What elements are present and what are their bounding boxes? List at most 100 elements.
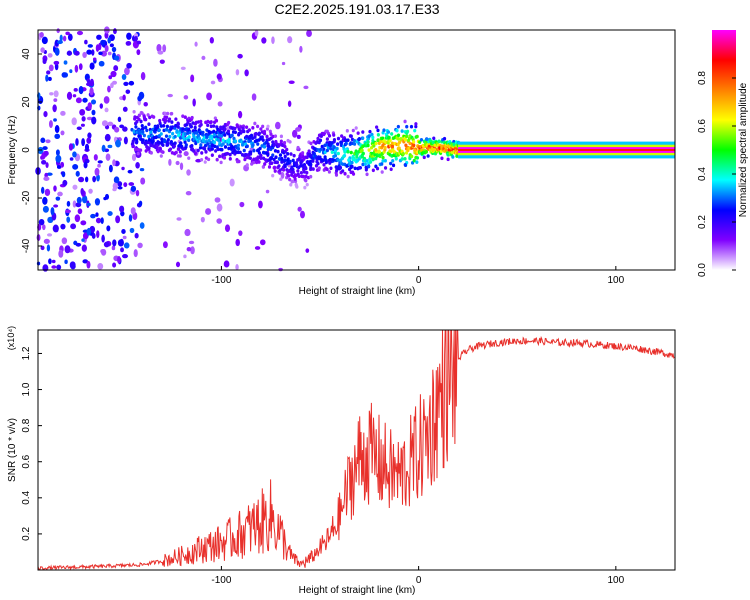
spectrogram-cell <box>100 217 104 224</box>
spectrogram-cell <box>223 133 227 137</box>
spectrogram-cell <box>288 177 292 182</box>
spectrogram-cell <box>90 213 96 219</box>
spectrogram-cell <box>426 154 430 158</box>
spectrogram-cell <box>82 195 88 204</box>
spectrogram-cell <box>86 137 92 144</box>
spectrogram-cell <box>140 177 146 185</box>
spectrogram-cell <box>106 225 111 232</box>
spectrogram-cell <box>51 265 57 269</box>
spectrogram-cell <box>241 126 245 131</box>
spectrogram-cell <box>415 156 420 160</box>
spectrogram-cell <box>175 130 179 134</box>
spectrogram-cell <box>101 144 106 153</box>
spectrogram-cell <box>188 123 192 127</box>
spectrogram-cell <box>193 131 197 135</box>
spectrogram-cell <box>53 90 59 98</box>
spectrogram-cell <box>451 155 455 159</box>
spectrogram-cell <box>91 49 95 56</box>
colorbar-tick-label: 0.8 <box>697 71 708 85</box>
spectrogram-cell <box>212 124 216 128</box>
spectrogram-cell <box>112 262 117 268</box>
spectrogram-cell <box>322 147 326 152</box>
spectrogram-cell <box>53 118 57 122</box>
spectrogram-cell <box>100 39 106 46</box>
spectrogram-cell <box>286 151 290 156</box>
spectrogram-cell <box>320 158 325 163</box>
snr-frame <box>37 329 676 571</box>
spectrogram-cell <box>293 177 297 181</box>
spectrogram-cell <box>160 149 164 154</box>
spectrogram-cell <box>409 124 414 129</box>
x-tick-label: 100 <box>607 575 624 586</box>
spectrogram-cell <box>123 81 129 86</box>
spectrogram-cell <box>163 111 167 116</box>
spectrogram-cell <box>156 124 160 128</box>
spectrogram-cell <box>54 125 60 133</box>
spectrogram-cell <box>394 156 398 161</box>
snr-panel: -100 0 100 0.2 0.4 0.6 0.8 1.0 1.2 Height of st… <box>6 326 676 596</box>
spectrogram-cell <box>279 177 283 182</box>
spectrogram-cell <box>78 63 83 71</box>
spectrogram-cell <box>142 133 146 138</box>
spectrogram-cell <box>113 65 119 72</box>
spectrogram-cell <box>210 136 214 141</box>
spectrogram-cell <box>309 165 313 170</box>
spectrogram-cell <box>278 153 283 157</box>
spectrogram-cell <box>274 121 281 130</box>
spectrogram-cell <box>76 30 84 36</box>
spectrogram-cell <box>295 185 299 189</box>
spectrogram-cell <box>297 157 301 162</box>
spectrogram-cell <box>297 174 301 179</box>
spectrogram-cell <box>403 162 407 167</box>
spectrogram-cell <box>257 131 262 136</box>
spectrogram-cell <box>432 147 436 152</box>
snr-y-ticks: 0.2 0.4 0.6 0.8 1.0 1.2 <box>21 346 42 541</box>
spectrogram-cell <box>387 136 391 140</box>
spectrogram-cell <box>253 135 257 139</box>
spectrogram-cell <box>383 158 387 163</box>
spectrogram-cell <box>187 156 191 160</box>
spectrogram-cell <box>336 158 340 162</box>
spectrogram-cell <box>52 104 57 113</box>
spectrogram-cell <box>357 137 361 141</box>
spectrogram-cell <box>115 139 121 148</box>
spectrogram-cell <box>217 101 223 107</box>
spectrogram-cell <box>302 157 306 161</box>
spectrogram-cell <box>288 80 295 85</box>
colorbar-ticks: 0.0 0.2 0.4 0.6 0.8 <box>697 71 736 277</box>
spectrogram-cell <box>114 55 120 61</box>
spectrogram-cell <box>309 174 313 179</box>
spectrogram-cell <box>43 238 50 244</box>
spectrogram-cell <box>188 240 195 245</box>
spectrogram-cell <box>212 140 217 145</box>
spectrogram-cell <box>138 148 143 152</box>
spectrogram-cell <box>261 138 265 142</box>
spectrogram-cell <box>405 129 410 134</box>
spectrogram-cell <box>197 136 202 141</box>
spectrogram-cell <box>187 135 191 139</box>
spectrogram-cell <box>299 170 303 175</box>
spectrogram-cell <box>455 154 459 158</box>
spectrogram-cell <box>58 249 64 258</box>
spectrogram-cell <box>371 157 375 162</box>
spectrogram-cell <box>279 134 284 139</box>
spectrogram-cell <box>206 157 211 162</box>
spectrogram-cell <box>381 155 385 160</box>
spectrogram-cell <box>214 197 221 203</box>
spectrogram-cell <box>272 142 276 147</box>
spectrogram-cell <box>223 260 230 268</box>
spectrogram-cell <box>346 149 350 154</box>
spectrogram-cell <box>371 138 375 143</box>
spectrogram-cell <box>86 202 91 207</box>
spectrogram-cell <box>107 85 111 93</box>
spectrogram-cell <box>329 166 333 171</box>
spectrogram-cell <box>168 134 172 139</box>
spectrogram-cell <box>74 64 79 73</box>
spectrogram-cell <box>107 51 112 56</box>
spectrogram-cell <box>48 64 54 72</box>
spectrogram-cell <box>282 168 286 172</box>
spectrogram-cell <box>86 116 93 121</box>
spectrogram-cell <box>63 60 68 65</box>
spectrogram-cell <box>346 138 350 142</box>
